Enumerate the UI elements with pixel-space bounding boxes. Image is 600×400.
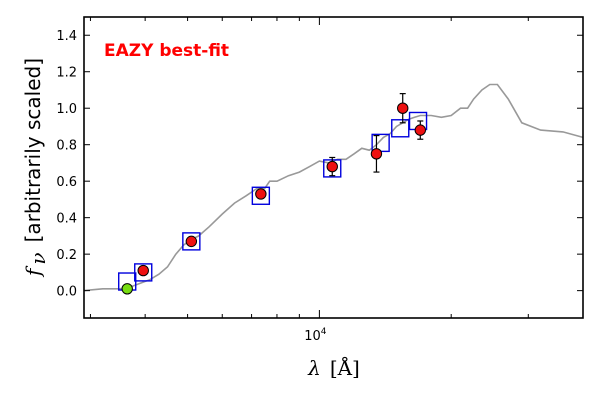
y-axis-text: [arbitrarily scaled] (21, 58, 45, 242)
y-tick-label: 1.0 (56, 102, 77, 117)
x-axis-symbol: λ (307, 356, 321, 380)
y-axis-label: f ν [arbitrarily scaled] (21, 58, 50, 278)
x-axis-unit: [Å] (330, 355, 360, 380)
axes-frame (83, 16, 584, 319)
axis-ticks: 0.0 0.2 0.4 0.6 0.8 1.0 1.2 1.4 104 (56, 17, 584, 344)
y-tick-label: 0.8 (56, 139, 77, 154)
plot-frame (83, 16, 584, 319)
data-point (370, 148, 383, 160)
template-line (83, 83, 584, 292)
x-tick-label: 104 (304, 327, 327, 344)
data-point (137, 264, 149, 277)
template-flux-marker (251, 186, 271, 205)
data-point (255, 188, 267, 200)
data-point (397, 102, 409, 114)
data-point (185, 235, 198, 248)
template-flux-marker (182, 232, 201, 251)
y-axis-subscript: ν (26, 252, 50, 264)
x-axis-label: λ [Å] (307, 355, 360, 380)
data-point (121, 283, 133, 295)
data-point (414, 124, 426, 136)
template-flux-marker (134, 263, 153, 282)
data-point (326, 160, 338, 173)
y-tick-label: 1.2 (56, 66, 77, 81)
photometry-layer (121, 93, 426, 295)
y-tick-label: 0.4 (56, 212, 77, 227)
y-tick-label: 0.0 (56, 285, 77, 300)
y-tick-label: 0.2 (56, 248, 77, 263)
y-axis-symbol: f (21, 265, 45, 278)
chart-title: EAZY best-fit (104, 41, 229, 61)
y-tick-label: 1.4 (56, 29, 77, 44)
y-tick-label: 0.6 (56, 175, 77, 190)
template-curve-layer (83, 83, 584, 292)
template-flux-marker (391, 119, 410, 138)
